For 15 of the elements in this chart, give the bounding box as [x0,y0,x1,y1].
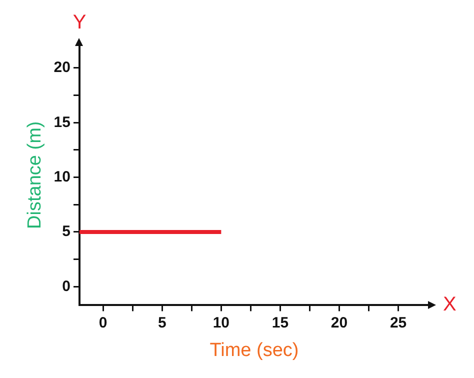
y-tick-label: 10 [54,168,70,186]
text: X [443,294,456,316]
x-tick-label: 10 [212,314,230,332]
x-axis-title: Time (sec) [210,340,299,361]
y-axis-title: Distance (m) [24,121,46,229]
x-tick-label: 0 [98,314,108,332]
text: Y [72,12,86,34]
x-tick-label: 5 [158,314,166,332]
x-tick-label: 25 [390,314,407,332]
y-tick-label: 20 [54,59,70,76]
x-tick-label: 15 [272,314,289,332]
y-tick-label: 15 [54,114,70,131]
x-tick-label: 20 [330,314,348,332]
y-tick-label: 5 [62,223,70,240]
y-tick-label: 0 [62,278,70,295]
